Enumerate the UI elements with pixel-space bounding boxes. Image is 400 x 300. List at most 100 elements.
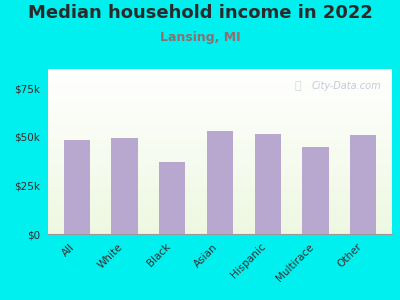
Bar: [48, 196, 392, 197]
Bar: [48, 187, 392, 189]
Bar: [48, 84, 392, 86]
Bar: [48, 160, 392, 161]
Bar: [48, 125, 392, 127]
Bar: [48, 76, 392, 77]
Bar: [48, 112, 392, 113]
Bar: [48, 110, 392, 112]
Bar: [48, 72, 392, 73]
Bar: [48, 213, 392, 215]
Bar: [48, 178, 392, 179]
Bar: [48, 92, 392, 94]
Bar: [48, 105, 392, 106]
Bar: [48, 83, 392, 84]
Bar: [48, 150, 392, 152]
Bar: [48, 118, 392, 120]
Bar: [159, 162, 185, 234]
Bar: [48, 179, 392, 180]
Bar: [48, 223, 392, 224]
Bar: [48, 128, 392, 130]
Text: City-Data.com: City-Data.com: [312, 80, 382, 91]
Bar: [48, 163, 392, 164]
Bar: [48, 230, 392, 231]
Bar: [48, 227, 392, 229]
Bar: [48, 157, 392, 158]
Bar: [48, 69, 392, 70]
Bar: [48, 102, 392, 104]
Bar: [48, 153, 392, 154]
Bar: [48, 121, 392, 123]
Bar: [48, 138, 392, 139]
Bar: [48, 109, 392, 110]
Bar: [48, 145, 392, 146]
Bar: [48, 197, 392, 198]
Bar: [255, 134, 281, 234]
Bar: [48, 189, 392, 190]
Bar: [48, 216, 392, 218]
Bar: [48, 143, 392, 145]
Bar: [48, 140, 392, 142]
Bar: [48, 180, 392, 182]
Bar: [48, 222, 392, 223]
Bar: [48, 219, 392, 220]
Bar: [48, 80, 392, 81]
Bar: [48, 201, 392, 202]
Bar: [48, 231, 392, 232]
Bar: [48, 156, 392, 157]
Bar: [48, 106, 392, 107]
Bar: [48, 116, 392, 117]
Bar: [48, 190, 392, 191]
Bar: [48, 127, 392, 128]
Bar: [48, 113, 392, 114]
Bar: [350, 135, 376, 234]
Bar: [48, 149, 392, 150]
Bar: [48, 232, 392, 234]
Bar: [48, 94, 392, 95]
Bar: [48, 204, 392, 205]
Bar: [48, 88, 392, 90]
Bar: [48, 161, 392, 163]
Bar: [48, 154, 392, 156]
Bar: [48, 175, 392, 176]
Bar: [48, 218, 392, 219]
Bar: [48, 120, 392, 121]
Bar: [48, 142, 392, 143]
Text: Lansing, MI: Lansing, MI: [160, 32, 240, 44]
Bar: [48, 97, 392, 98]
Bar: [48, 193, 392, 194]
Bar: [48, 208, 392, 209]
Bar: [48, 136, 392, 138]
Bar: [48, 130, 392, 131]
Bar: [48, 176, 392, 178]
Bar: [48, 103, 392, 105]
Bar: [48, 146, 392, 147]
Bar: [48, 124, 392, 125]
Bar: [48, 209, 392, 211]
Bar: [48, 123, 392, 124]
Bar: [48, 164, 392, 165]
Text: Median household income in 2022: Median household income in 2022: [28, 4, 372, 22]
Bar: [48, 135, 392, 136]
Bar: [48, 226, 392, 227]
Bar: [48, 91, 392, 92]
Bar: [48, 173, 392, 175]
Bar: [48, 132, 392, 134]
Bar: [48, 131, 392, 132]
Bar: [48, 70, 392, 72]
Bar: [48, 212, 392, 213]
Bar: [48, 139, 392, 140]
Bar: [48, 202, 392, 204]
Bar: [48, 73, 392, 74]
Bar: [48, 172, 392, 173]
Bar: [48, 100, 392, 102]
Bar: [48, 77, 392, 79]
Bar: [48, 95, 392, 97]
Bar: [48, 182, 392, 183]
Bar: [48, 206, 392, 208]
Bar: [48, 147, 392, 149]
Bar: [48, 167, 392, 168]
Bar: [48, 85, 392, 87]
Bar: [48, 186, 392, 187]
Bar: [48, 152, 392, 153]
Bar: [48, 90, 392, 91]
Bar: [111, 138, 138, 234]
